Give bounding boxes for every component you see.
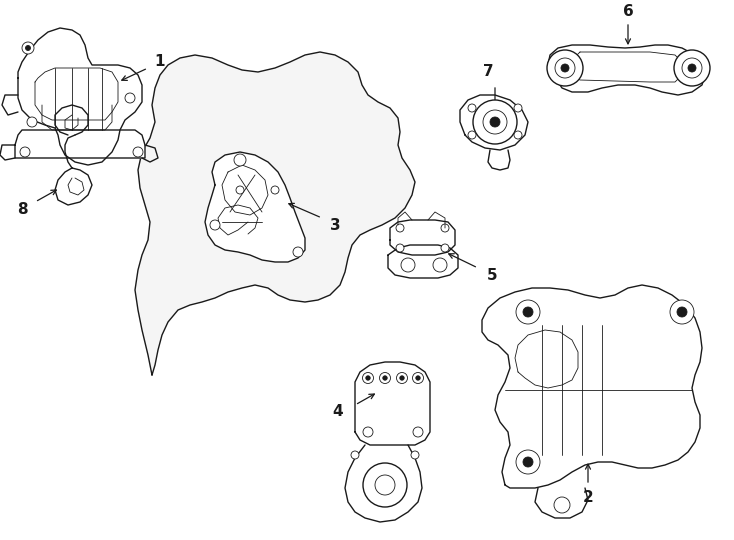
Circle shape	[554, 497, 570, 513]
Circle shape	[490, 117, 500, 127]
Circle shape	[363, 373, 374, 383]
Circle shape	[413, 427, 423, 437]
Circle shape	[682, 58, 702, 78]
Polygon shape	[355, 362, 430, 445]
Polygon shape	[15, 130, 145, 158]
Circle shape	[523, 307, 533, 317]
Circle shape	[547, 50, 583, 86]
Circle shape	[516, 300, 540, 324]
Circle shape	[375, 475, 395, 495]
Polygon shape	[482, 285, 702, 488]
Text: 5: 5	[487, 267, 498, 282]
Circle shape	[26, 45, 31, 51]
Circle shape	[236, 186, 244, 194]
Circle shape	[363, 427, 373, 437]
Polygon shape	[205, 152, 305, 262]
Polygon shape	[460, 95, 528, 150]
Circle shape	[27, 117, 37, 127]
Circle shape	[670, 300, 694, 324]
Circle shape	[555, 58, 575, 78]
Text: 1: 1	[155, 55, 165, 70]
Circle shape	[433, 258, 447, 272]
Circle shape	[473, 100, 517, 144]
Circle shape	[674, 50, 710, 86]
Circle shape	[413, 373, 424, 383]
Circle shape	[468, 131, 476, 139]
Polygon shape	[390, 220, 455, 255]
Text: 7: 7	[483, 64, 493, 79]
Circle shape	[688, 64, 696, 72]
Circle shape	[20, 147, 30, 157]
Circle shape	[677, 307, 687, 317]
Circle shape	[483, 110, 507, 134]
Circle shape	[514, 131, 522, 139]
Circle shape	[441, 224, 449, 232]
Circle shape	[271, 186, 279, 194]
Circle shape	[22, 42, 34, 54]
Circle shape	[396, 224, 404, 232]
Circle shape	[441, 244, 449, 252]
Circle shape	[133, 147, 143, 157]
Circle shape	[293, 247, 303, 257]
Polygon shape	[548, 45, 705, 95]
Circle shape	[379, 373, 390, 383]
Circle shape	[351, 451, 359, 459]
Circle shape	[366, 376, 370, 380]
Circle shape	[234, 154, 246, 166]
Text: 6: 6	[622, 4, 633, 19]
Circle shape	[523, 457, 533, 467]
Polygon shape	[135, 52, 415, 375]
Circle shape	[411, 451, 419, 459]
Circle shape	[396, 373, 407, 383]
Text: 2: 2	[583, 490, 593, 505]
Circle shape	[396, 244, 404, 252]
Circle shape	[468, 104, 476, 112]
Circle shape	[210, 220, 220, 230]
Text: 3: 3	[330, 218, 341, 233]
Polygon shape	[18, 28, 142, 165]
Text: 8: 8	[17, 202, 27, 218]
Circle shape	[514, 104, 522, 112]
Circle shape	[400, 376, 404, 380]
Circle shape	[363, 463, 407, 507]
Circle shape	[125, 93, 135, 103]
Text: 4: 4	[333, 404, 344, 420]
Circle shape	[401, 258, 415, 272]
Circle shape	[561, 64, 569, 72]
Circle shape	[415, 376, 420, 380]
Circle shape	[383, 376, 388, 380]
Circle shape	[516, 450, 540, 474]
Polygon shape	[388, 245, 458, 278]
